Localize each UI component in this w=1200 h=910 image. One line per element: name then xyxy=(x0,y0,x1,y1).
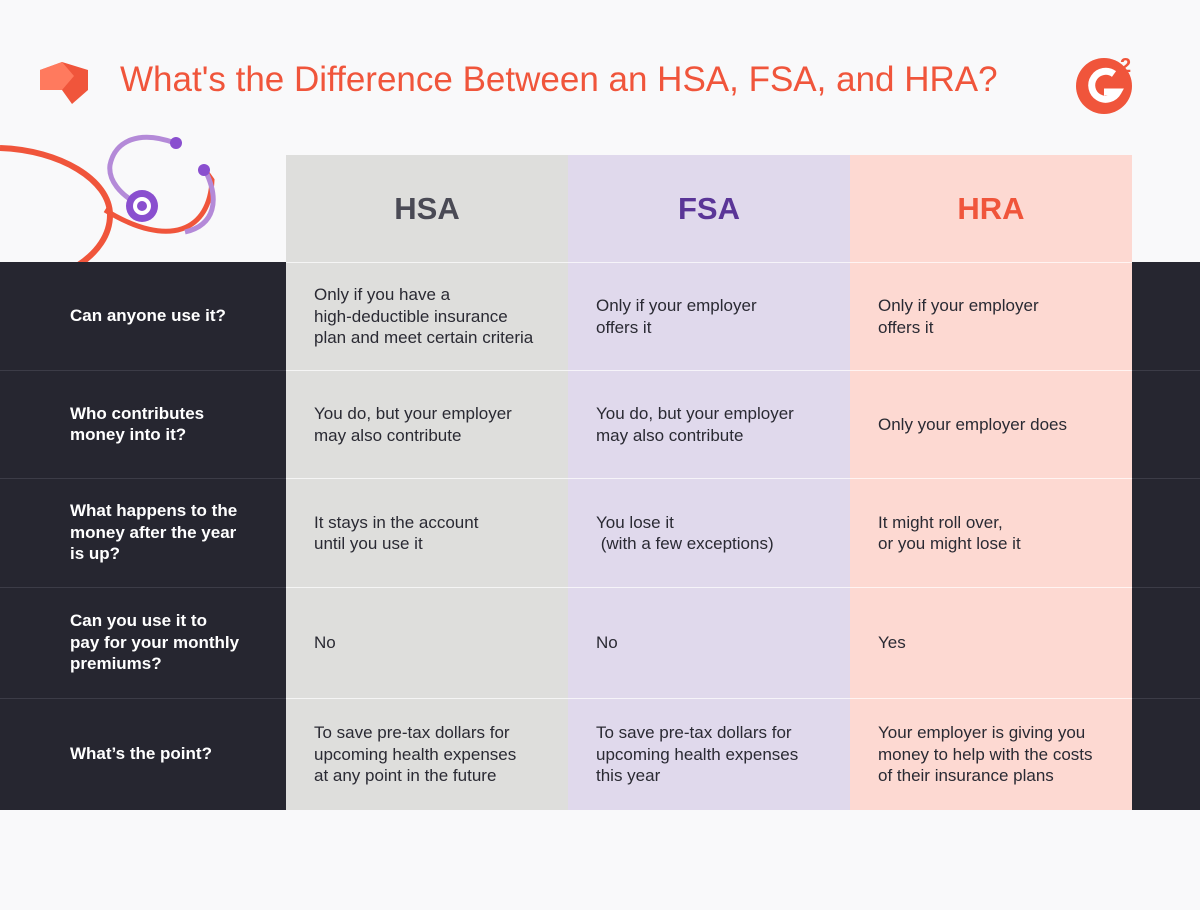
cell: No xyxy=(568,587,850,698)
text-line: this year xyxy=(596,766,661,786)
text-line: money after the year xyxy=(70,522,237,542)
column-header: HSA xyxy=(394,190,460,226)
text-line: premiums? xyxy=(70,654,162,674)
cell: You do, but your employer may also contri… xyxy=(286,370,568,478)
row-separator xyxy=(0,478,286,479)
title: What's the Difference Between an HSA, FS… xyxy=(120,60,998,99)
text-line: No xyxy=(596,633,618,653)
row-separator xyxy=(1132,587,1200,588)
column-header: FSA xyxy=(678,190,740,226)
cell: You lose it (with a few exceptions) xyxy=(568,478,850,587)
row-question: Who contributes money into it? xyxy=(70,370,286,478)
text-line: offers it xyxy=(878,317,934,337)
stethoscope-tube xyxy=(103,168,215,234)
text-line: high-deductible insurance xyxy=(314,306,508,326)
text-line: is up? xyxy=(70,544,121,564)
g2-logo xyxy=(1076,58,1132,114)
text-line: Can you use it to xyxy=(70,611,207,631)
earpiece xyxy=(198,164,210,176)
text-line: money to help with the costs xyxy=(878,744,1093,764)
row-separator xyxy=(0,698,286,699)
text-line: of their insurance plans xyxy=(878,766,1054,786)
text-line: It stays in the account xyxy=(314,512,479,532)
text-line: or you might lose it xyxy=(878,534,1021,553)
text-line: Your employer is giving you xyxy=(878,723,1086,743)
stethoscope-lines xyxy=(107,134,216,235)
text-line: Who contributes xyxy=(70,403,205,423)
text-line: Only if your employer xyxy=(596,296,757,315)
text-line: You lose it xyxy=(596,512,674,532)
text-line: upcoming health expenses xyxy=(314,744,517,764)
text-line: To save pre-tax dollars for xyxy=(596,723,792,743)
brand-shape-highlight xyxy=(40,62,74,90)
text-line: Can anyone use it? xyxy=(70,306,226,326)
text-line: (with a few exceptions) xyxy=(596,534,774,553)
text-line: Only if you have a xyxy=(314,285,451,305)
row-separator xyxy=(1132,370,1200,371)
row-separator xyxy=(0,587,286,588)
cell: Only your employer does xyxy=(850,370,1132,478)
text-line: Only your employer does xyxy=(878,414,1067,434)
earpiece xyxy=(170,137,182,149)
cell: No xyxy=(286,587,568,698)
stethoscope-head xyxy=(137,201,147,211)
text-line: What’s the point? xyxy=(70,744,212,764)
decorations: 2 xyxy=(0,55,1132,293)
cell: Your employer is giving you money to help… xyxy=(850,698,1132,810)
row-question: Can anyone use it? xyxy=(70,262,286,370)
text-line: plan and meet certain criteria xyxy=(314,328,534,348)
text-line: No xyxy=(314,633,336,653)
text-line: at any point in the future xyxy=(314,766,497,786)
column: FSA Only if your employer offers it You do,… xyxy=(568,155,850,810)
row-separator xyxy=(0,370,286,371)
cell: Only if your employer offers it xyxy=(568,262,850,370)
column: HRA Only if your employer offers it Only yo… xyxy=(850,155,1132,810)
column-header: HRA xyxy=(957,190,1025,226)
cell: Only if you have a high-deductible insura… xyxy=(286,262,568,370)
cell: To save pre-tax dollars for upcoming heal… xyxy=(568,698,850,810)
cell: You do, but your employer may also contri… xyxy=(568,370,850,478)
g2-logo-g xyxy=(1088,67,1124,103)
text-line: money into it? xyxy=(70,425,187,444)
row-separator xyxy=(1132,698,1200,699)
cell: Yes xyxy=(850,587,1132,698)
text-line: may also contribute xyxy=(596,425,744,445)
text-line: You do, but your employer xyxy=(596,404,794,423)
text-line: What happens to the xyxy=(70,501,238,521)
text-line: To save pre-tax dollars for xyxy=(314,723,510,743)
g2-logo-superscript: 2 xyxy=(1120,55,1131,77)
text-line: offers it xyxy=(596,317,652,337)
row-question: What happens to the money after the year i… xyxy=(70,478,286,587)
text-line: upcoming health expenses xyxy=(596,744,799,764)
text-line: Yes xyxy=(878,633,906,653)
text-line: pay for your monthly xyxy=(70,632,240,652)
cell: It might roll over, or you might lose it xyxy=(850,478,1132,587)
text-line: You do, but your employer xyxy=(314,404,512,423)
text-line: may also contribute xyxy=(314,425,462,445)
cell: Only if your employer offers it xyxy=(850,262,1132,370)
text-line: until you use it xyxy=(314,534,423,553)
row-question: What’s the point? xyxy=(70,698,286,810)
text-line: It might roll over, xyxy=(878,512,1003,532)
cell: To save pre-tax dollars for upcoming heal… xyxy=(286,698,568,810)
text-line: Only if your employer xyxy=(878,296,1039,315)
row-separator xyxy=(1132,478,1200,479)
cell: It stays in the account until you use it xyxy=(286,478,568,587)
column: HSA Only if you have a high-deductible ins… xyxy=(286,155,568,810)
row-question: Can you use it to pay for your monthly pre… xyxy=(70,587,286,698)
